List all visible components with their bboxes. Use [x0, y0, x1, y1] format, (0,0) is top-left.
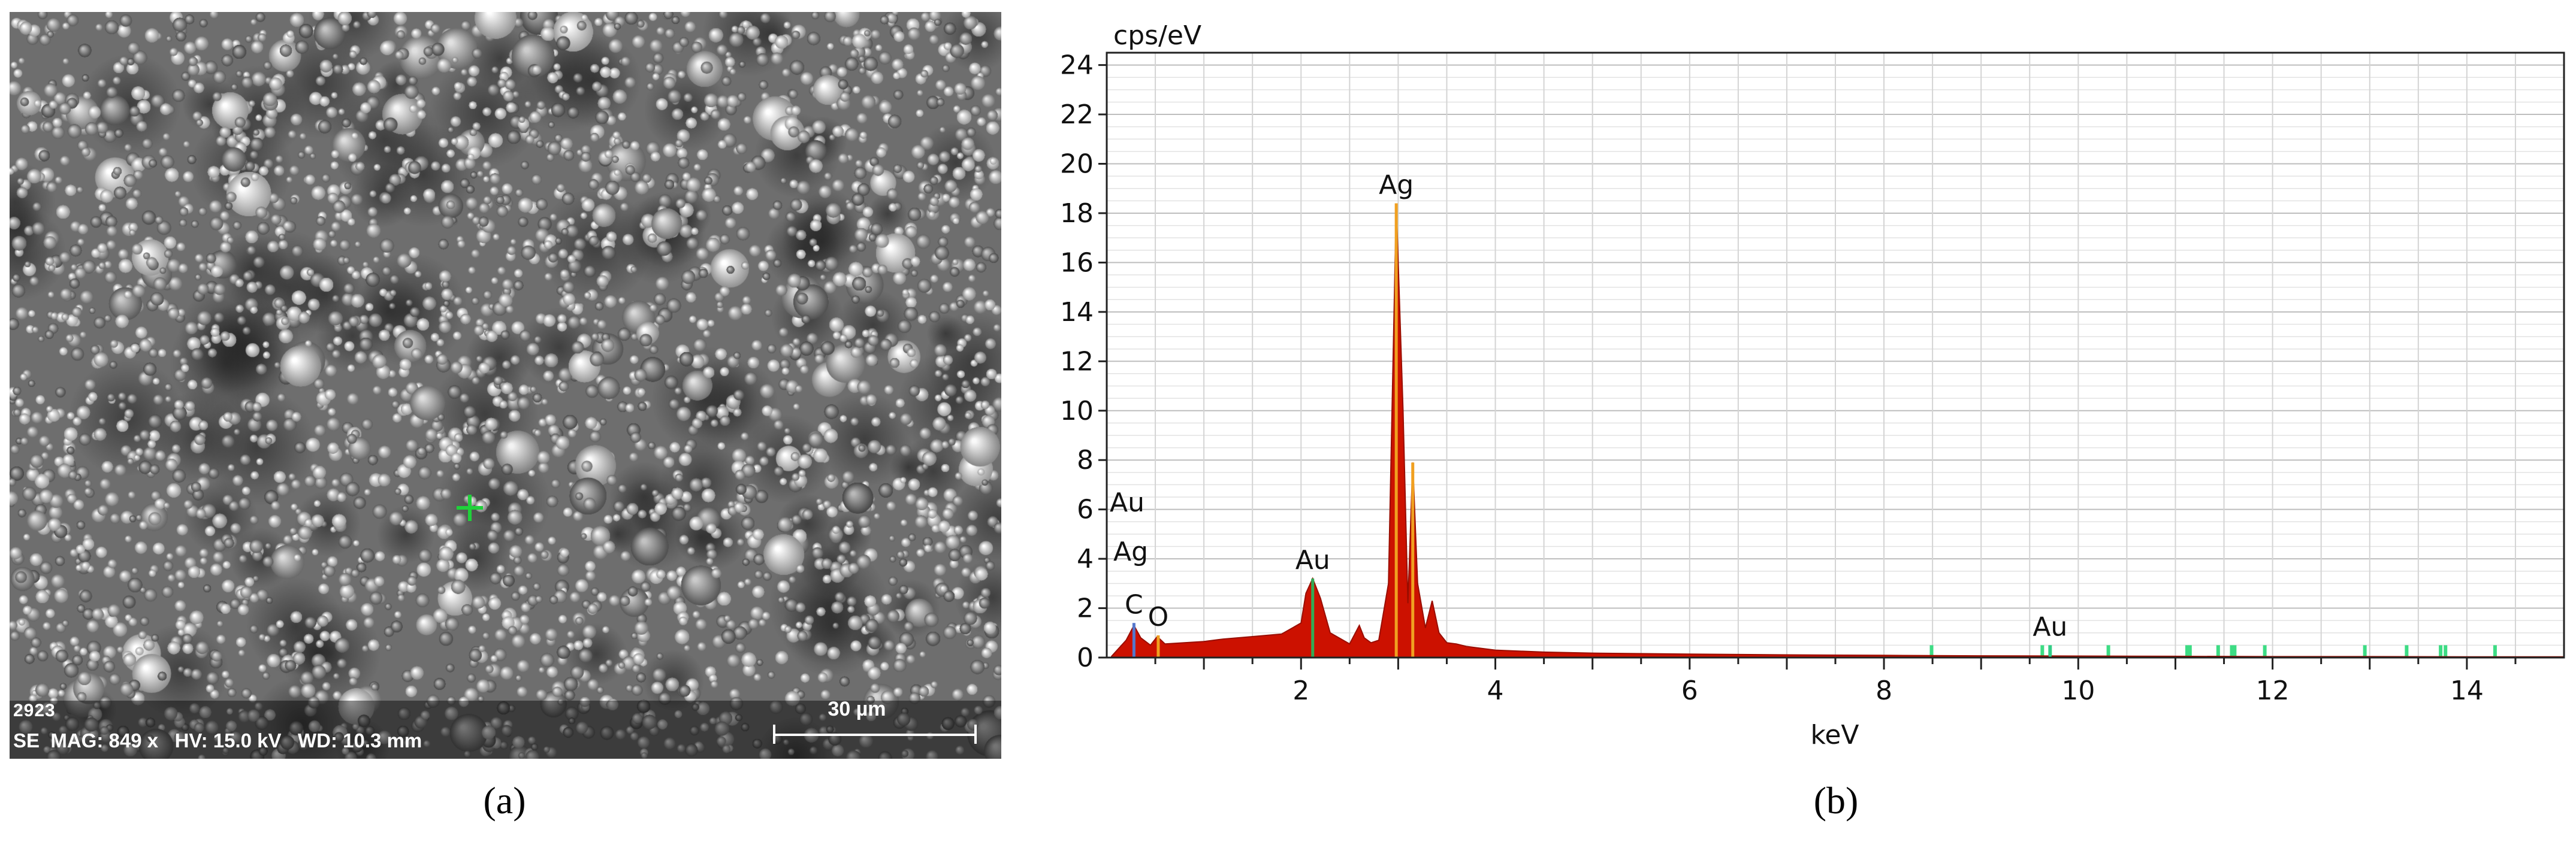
sem-particle-image: [10, 12, 1001, 759]
scale-bar-label: 30 µm: [828, 698, 886, 720]
y-tick-label: 12: [1060, 346, 1094, 377]
element-line-marker: [2185, 645, 2189, 658]
peak-label: C: [1125, 589, 1143, 620]
element-line-marker: [2263, 645, 2267, 658]
sem-databar-backdrop: [10, 701, 1001, 759]
peak-label: O: [1148, 602, 1169, 632]
element-line-marker: [2106, 645, 2110, 658]
y-tick-label: 24: [1060, 50, 1094, 81]
element-line-marker: [2188, 645, 2192, 658]
x-axis-label: keV: [1810, 720, 1859, 750]
scale-bar-tick-right: [974, 725, 977, 744]
element-line-marker: [2405, 645, 2409, 658]
peak-label: Au: [2033, 611, 2067, 642]
sem-micrograph: [10, 12, 1001, 759]
sem-image-id: 2923: [13, 701, 56, 720]
x-tick-label: 8: [1876, 676, 1892, 706]
y-tick-label: 10: [1060, 396, 1094, 426]
legend-entry-ag: Ag: [1113, 537, 1148, 567]
y-tick-label: 16: [1060, 247, 1094, 278]
element-line-marker: [2230, 645, 2234, 658]
x-tick-label: 14: [2450, 676, 2484, 706]
x-tick-label: 4: [1487, 676, 1504, 706]
legend-entry-au: Au: [1110, 487, 1144, 518]
element-line-marker: [2439, 645, 2443, 658]
x-tick-label: 10: [2061, 676, 2095, 706]
element-line-marker: [2233, 645, 2237, 658]
y-tick-label: 8: [1077, 445, 1094, 475]
element-line-marker: [2040, 645, 2045, 658]
element-line-marker: [2493, 645, 2497, 658]
element-line-marker: [1929, 645, 1934, 658]
crosshair-marker-icon: [457, 495, 483, 521]
y-tick-label: 14: [1060, 297, 1094, 328]
y-tick-label: 4: [1077, 544, 1094, 574]
scale-bar: [773, 734, 977, 736]
panel-label-a: (a): [483, 779, 526, 822]
x-tick-label: 2: [1292, 676, 1309, 706]
y-tick-label: 2: [1077, 593, 1094, 624]
y-tick-label: 18: [1060, 198, 1094, 229]
y-tick-label: 0: [1077, 643, 1094, 673]
peak-label: Ag: [1379, 169, 1414, 200]
element-line-marker: [2444, 645, 2448, 658]
spectrum-area: [1111, 203, 2565, 658]
sem-acquisition-info: SE MAG: 849 x HV: 15.0 kV WD: 10.3 mm: [13, 729, 422, 752]
x-tick-label: 6: [1681, 676, 1698, 706]
element-line-marker: [2363, 645, 2367, 658]
x-tick-label: 12: [2256, 676, 2290, 706]
element-peak-markers: [1132, 203, 2052, 658]
scale-bar-tick-left: [773, 725, 775, 744]
chart-grid: [1107, 52, 2564, 658]
peak-labels: C O Au Ag Au: [1125, 169, 2067, 642]
peak-label: Au: [1295, 545, 1330, 576]
y-tick-label: 22: [1060, 99, 1094, 130]
y-tick-label: 20: [1060, 149, 1094, 180]
element-line-marker: [2216, 645, 2220, 658]
y-axis-label: cps/eV: [1113, 20, 1201, 51]
y-tick-label: 6: [1077, 495, 1094, 525]
panel-label-b: (b): [1813, 779, 1859, 822]
